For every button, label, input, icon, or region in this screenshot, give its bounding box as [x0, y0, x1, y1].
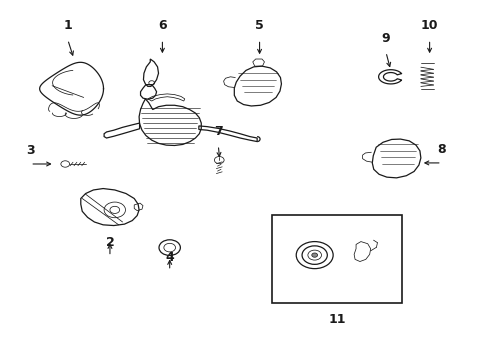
Text: 11: 11	[329, 314, 346, 327]
Text: 8: 8	[438, 143, 446, 156]
Circle shape	[312, 253, 318, 257]
Text: 9: 9	[382, 32, 390, 45]
Text: 4: 4	[165, 251, 174, 264]
Text: 5: 5	[255, 19, 264, 32]
Text: 1: 1	[63, 19, 72, 32]
Text: 6: 6	[158, 19, 167, 32]
Text: 10: 10	[421, 19, 439, 32]
Text: 3: 3	[26, 144, 35, 157]
Bar	[272, 215, 402, 303]
Text: 7: 7	[214, 125, 222, 138]
Text: 2: 2	[105, 237, 114, 249]
